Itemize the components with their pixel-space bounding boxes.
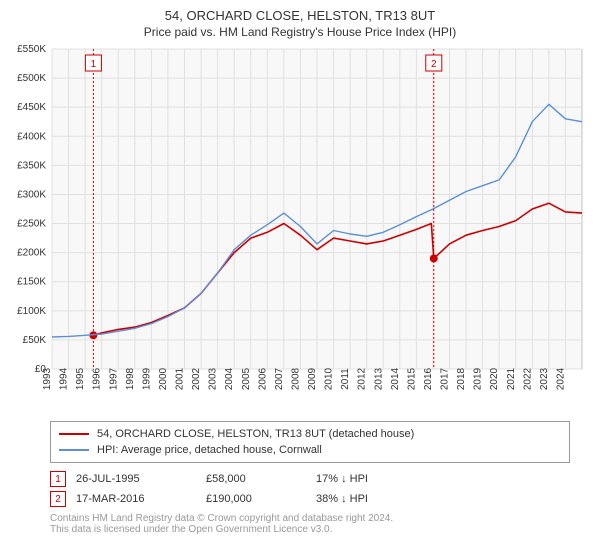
sale-markers-list: 1 26-JUL-1995 £58,000 17% ↓ HPI 2 17-MAR-2016… (50, 469, 570, 509)
marker-badge: 2 (50, 491, 66, 507)
marker-price: £58,000 (206, 473, 306, 485)
svg-text:2020: 2020 (489, 367, 500, 390)
svg-text:£400K: £400K (17, 131, 46, 142)
legend-label: 54, ORCHARD CLOSE, HELSTON, TR13 8UT (de… (97, 428, 414, 440)
svg-text:2006: 2006 (257, 367, 268, 390)
svg-text:2: 2 (431, 59, 437, 70)
legend-item: HPI: Average price, detached house, Corn… (59, 442, 561, 458)
marker-price: £190,000 (206, 493, 306, 505)
svg-text:2001: 2001 (175, 367, 186, 390)
svg-text:£200K: £200K (17, 248, 46, 259)
sale-marker-row: 1 26-JUL-1995 £58,000 17% ↓ HPI (50, 469, 570, 489)
svg-text:2005: 2005 (241, 367, 252, 390)
svg-text:2003: 2003 (208, 367, 219, 390)
marker-pct: 38% ↓ HPI (316, 493, 416, 505)
legend-item: 54, ORCHARD CLOSE, HELSTON, TR13 8UT (de… (59, 426, 561, 442)
marker-pct: 17% ↓ HPI (316, 473, 416, 485)
svg-text:£150K: £150K (17, 277, 46, 288)
svg-text:2024: 2024 (555, 367, 566, 390)
svg-text:2004: 2004 (224, 367, 235, 390)
legend: 54, ORCHARD CLOSE, HELSTON, TR13 8UT (de… (50, 421, 570, 463)
page-subtitle: Price paid vs. HM Land Registry's House … (10, 25, 590, 39)
marker-date: 26-JUL-1995 (76, 473, 196, 485)
sale-marker-row: 2 17-MAR-2016 £190,000 38% ↓ HPI (50, 489, 570, 509)
svg-text:2000: 2000 (158, 367, 169, 390)
legend-swatch (59, 449, 89, 451)
svg-text:2017: 2017 (440, 367, 451, 390)
svg-text:£100K: £100K (17, 306, 46, 317)
svg-text:£500K: £500K (17, 73, 46, 84)
svg-text:1: 1 (91, 59, 97, 70)
svg-text:2008: 2008 (290, 367, 301, 390)
svg-text:£550K: £550K (17, 45, 46, 55)
svg-text:2012: 2012 (357, 367, 368, 390)
license-text: Contains HM Land Registry data © Crown c… (50, 513, 590, 535)
marker-date: 17-MAR-2016 (76, 493, 196, 505)
svg-text:2011: 2011 (340, 368, 351, 390)
svg-text:£300K: £300K (17, 189, 46, 200)
svg-text:2002: 2002 (191, 367, 202, 390)
svg-text:2018: 2018 (456, 367, 467, 390)
svg-text:2010: 2010 (324, 367, 335, 390)
svg-text:2022: 2022 (522, 367, 533, 390)
license-line: Contains HM Land Registry data © Crown c… (50, 513, 590, 524)
svg-text:2019: 2019 (473, 367, 484, 390)
legend-swatch (59, 433, 89, 435)
svg-text:2015: 2015 (406, 367, 417, 390)
chart-svg: £0£50K£100K£150K£200K£250K£300K£350K£400… (10, 45, 590, 415)
svg-text:1996: 1996 (92, 367, 103, 390)
svg-text:1998: 1998 (125, 367, 136, 390)
svg-text:£350K: £350K (17, 160, 46, 171)
price-chart: £0£50K£100K£150K£200K£250K£300K£350K£400… (10, 45, 590, 415)
svg-text:2016: 2016 (423, 367, 434, 390)
legend-label: HPI: Average price, detached house, Corn… (97, 444, 322, 456)
svg-text:1999: 1999 (141, 367, 152, 390)
svg-text:2023: 2023 (539, 367, 550, 390)
svg-text:£250K: £250K (17, 219, 46, 230)
license-line: This data is licensed under the Open Gov… (50, 524, 590, 535)
svg-text:2013: 2013 (373, 367, 384, 390)
svg-text:2021: 2021 (506, 367, 517, 390)
page-title: 54, ORCHARD CLOSE, HELSTON, TR13 8UT (10, 8, 590, 23)
svg-text:1995: 1995 (75, 367, 86, 390)
svg-text:£50K: £50K (23, 335, 47, 346)
marker-badge: 1 (50, 471, 66, 487)
svg-text:1997: 1997 (108, 367, 119, 390)
svg-text:2009: 2009 (307, 367, 318, 390)
svg-text:1994: 1994 (59, 367, 70, 390)
svg-text:1993: 1993 (42, 367, 53, 390)
svg-text:2007: 2007 (274, 367, 285, 390)
svg-text:£450K: £450K (17, 102, 46, 113)
svg-text:2014: 2014 (390, 367, 401, 390)
